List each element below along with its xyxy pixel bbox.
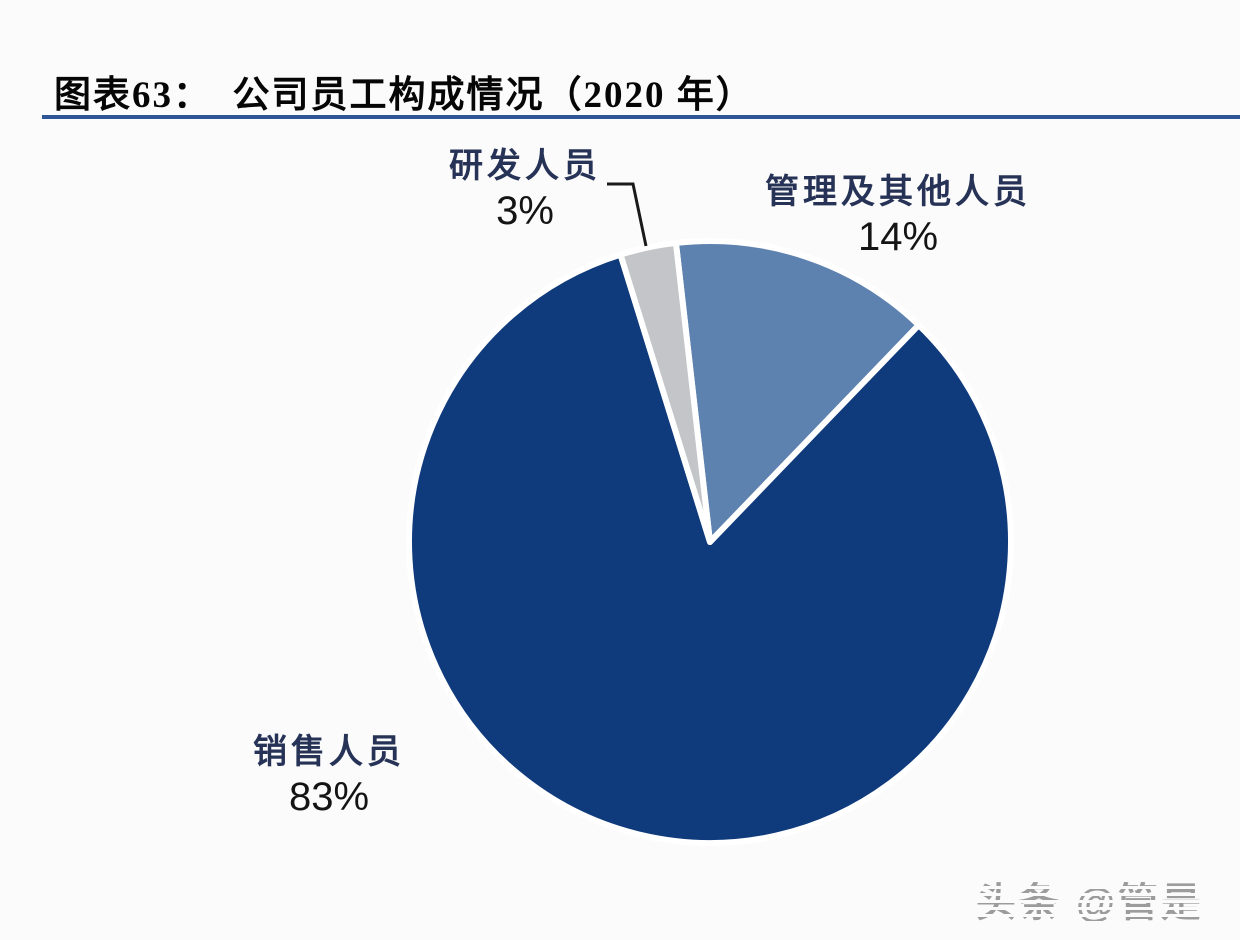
slice-label-sales: 销售人员 83% [224, 732, 434, 819]
figure-title: 图表63： 公司员工构成情况（2020 年） [54, 75, 755, 116]
slice-label-rnd-pct: 3% [496, 188, 554, 233]
pie-slice-management [672, 238, 922, 545]
slice-label-management: 管理及其他人员 14% [743, 172, 1053, 259]
slice-label-sales-pct: 83% [288, 774, 370, 819]
slice-label-rnd-text: 研发人员 [449, 148, 601, 185]
slice-label-rnd: 研发人员 3% [425, 146, 625, 233]
watermark-text: 头条 @管是 [975, 881, 1204, 925]
watermark: 头条 @管是 [973, 868, 1207, 930]
slice-label-management-text: 管理及其他人员 [765, 174, 1031, 211]
slice-label-management-pct: 14% [857, 214, 939, 259]
pie-slice-sales [406, 251, 1014, 846]
pie-slice-rnd [617, 239, 713, 545]
title-underline [42, 115, 1240, 119]
leader-line-rnd [607, 182, 648, 247]
slice-label-sales-text: 销售人员 [253, 734, 405, 771]
